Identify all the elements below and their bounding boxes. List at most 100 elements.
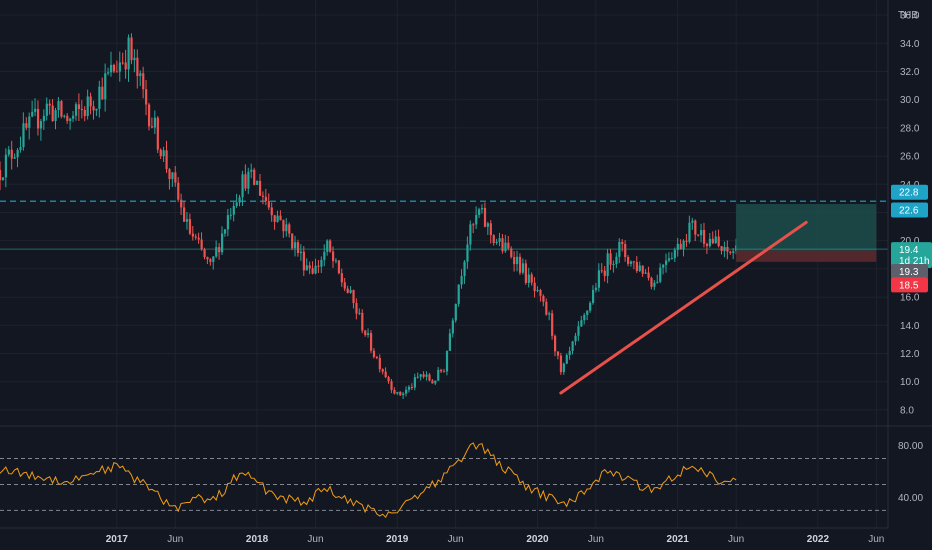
y-tick-label: 16.0 <box>900 293 920 304</box>
candle-body <box>72 115 75 119</box>
candle-body <box>349 289 352 293</box>
candle-body <box>700 229 703 236</box>
candle-body <box>670 258 674 260</box>
candle-body <box>364 330 367 336</box>
candle-body <box>86 96 89 116</box>
candle-body <box>647 272 650 278</box>
candle-body <box>609 253 612 265</box>
candle-body <box>659 267 662 282</box>
candle-body <box>215 247 218 257</box>
candle-body <box>600 270 603 272</box>
candle-body <box>267 201 270 208</box>
candle-body <box>16 149 19 158</box>
oscillator-pane: 40.00 80.00 <box>0 441 923 519</box>
candle-body <box>513 256 516 265</box>
candle-body <box>714 236 717 244</box>
candle-body <box>130 37 133 61</box>
candle-body <box>460 276 463 285</box>
currency-label: THB <box>898 10 918 21</box>
candle-body <box>521 263 525 273</box>
candle-body <box>77 104 81 109</box>
y-tick-label: 34.0 <box>900 39 920 50</box>
candle-body <box>510 248 513 257</box>
candle-body <box>399 392 402 396</box>
candle-body <box>574 335 577 342</box>
candle-body <box>223 229 227 234</box>
candle-body <box>480 207 484 210</box>
candle-body <box>232 205 235 215</box>
candle-body <box>478 209 481 216</box>
candle-body <box>580 320 583 327</box>
candle-body <box>145 89 148 105</box>
candle-body <box>226 215 230 230</box>
candle-body <box>682 240 685 250</box>
trendline[interactable] <box>559 220 808 395</box>
candle-body <box>185 219 189 222</box>
candle-body <box>329 240 332 252</box>
candle-body <box>545 301 548 315</box>
candle-body <box>533 282 536 292</box>
position-tool[interactable] <box>736 204 877 262</box>
candle-body <box>311 268 314 274</box>
candle-body <box>440 369 443 372</box>
candle-body <box>45 103 48 116</box>
candle-body <box>583 314 586 321</box>
candle-body <box>314 265 317 274</box>
candle-body <box>463 261 466 277</box>
candle-body <box>156 117 159 150</box>
candle-body <box>4 154 8 178</box>
candle-body <box>282 220 285 232</box>
candle-body <box>437 369 440 381</box>
candle-body <box>454 303 457 321</box>
candle-body <box>407 386 411 390</box>
candle-body <box>644 272 647 274</box>
candle-body <box>36 108 40 129</box>
target-badge <box>891 202 928 218</box>
candle-body <box>212 256 215 262</box>
candle-body <box>291 233 294 249</box>
candle-body <box>676 243 679 250</box>
x-tick-label: 2017 <box>106 534 129 545</box>
candle-body <box>358 312 361 314</box>
candle-body <box>621 241 624 245</box>
candle-body <box>25 123 28 128</box>
candle-body <box>165 150 168 170</box>
candle-body <box>498 238 501 242</box>
stop-badge <box>891 277 928 293</box>
candle-body <box>405 389 408 394</box>
candle-body <box>589 302 592 311</box>
stop-zone[interactable] <box>736 250 877 262</box>
candle-body <box>238 197 241 203</box>
candle-body <box>229 214 232 216</box>
candle-body <box>139 73 142 77</box>
y-tick-label: 30.0 <box>900 95 920 106</box>
candle-body <box>308 265 311 269</box>
osc-tick-label: 40.00 <box>898 493 923 504</box>
candle-body <box>34 108 37 112</box>
candle-body <box>591 289 595 303</box>
candle-body <box>57 101 60 111</box>
target-zone[interactable] <box>736 204 877 251</box>
grid-lines <box>0 0 888 528</box>
candle-body <box>708 238 712 247</box>
candle-body <box>159 149 162 157</box>
candle-body <box>516 256 519 265</box>
candle-body <box>425 374 428 377</box>
candle-body <box>355 302 358 314</box>
candle-body <box>472 224 475 226</box>
candle-body <box>250 169 253 172</box>
candle-body <box>705 243 709 247</box>
candle-body <box>346 288 349 293</box>
candle-body <box>51 105 54 122</box>
candle-body <box>171 172 174 180</box>
candle-body <box>542 295 545 302</box>
x-tick-label: 2018 <box>246 534 269 545</box>
candle-body <box>153 117 157 128</box>
candle-body <box>261 195 265 197</box>
candle-body <box>457 284 460 304</box>
candle-body <box>7 149 10 155</box>
y-tick-label: 10.0 <box>900 377 920 388</box>
x-tick-label: Jun <box>588 534 604 545</box>
candle-body <box>562 363 565 373</box>
